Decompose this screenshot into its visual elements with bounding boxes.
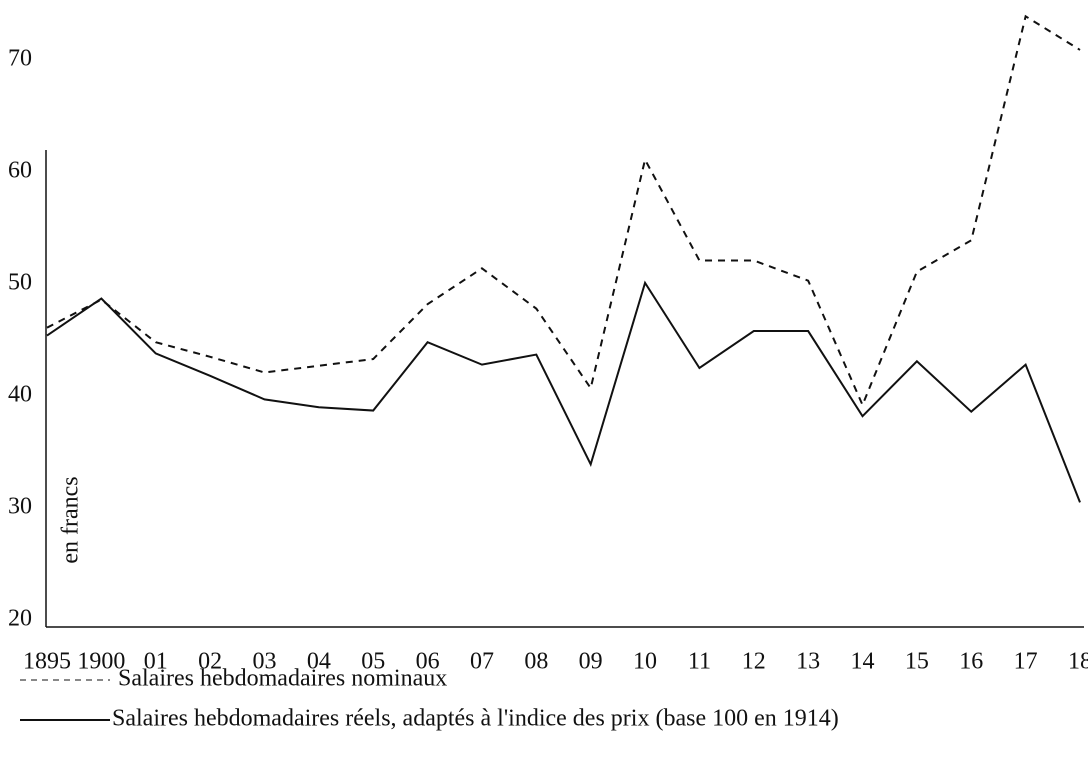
x-tick-label: 11 — [688, 649, 711, 675]
x-tick-label: 1895 — [23, 649, 71, 675]
x-tick-label: 04 — [307, 649, 331, 675]
x-tick-label: 13 — [796, 649, 820, 675]
y-axis-label: en francs — [58, 476, 84, 563]
x-tick-label: 14 — [851, 649, 875, 675]
x-tick-label: 15 — [905, 649, 929, 675]
y-tick-label: 50 — [8, 270, 32, 296]
x-tick-label: 18 — [1068, 649, 1088, 675]
y-tick-label: 20 — [8, 606, 32, 632]
x-tick-label: 12 — [742, 649, 766, 675]
line-series — [46, 280, 1081, 503]
x-tick-label: 02 — [198, 649, 222, 675]
x-tick-label: 08 — [524, 649, 548, 675]
x-tick-label: 01 — [144, 649, 168, 675]
y-tick-label: 70 — [8, 46, 32, 72]
x-tick-label: 07 — [470, 649, 494, 675]
x-tick-label: 10 — [633, 649, 657, 675]
x-tick-label: 17 — [1014, 649, 1038, 675]
x-tick-label: 09 — [579, 649, 603, 675]
x-tick-label: 1900 — [77, 649, 125, 675]
legend-label: Salaires hebdomadaires nominaux — [118, 666, 447, 692]
y-tick-label: 60 — [8, 158, 32, 184]
y-tick-label: 30 — [8, 494, 32, 520]
line-series — [46, 14, 1081, 408]
legend-label: Salaires hebdomadaires réels, adaptés à … — [112, 706, 839, 732]
x-tick-label: 16 — [959, 649, 983, 675]
x-tick-label: 05 — [361, 649, 385, 675]
y-tick-label: 40 — [8, 382, 32, 408]
x-tick-label: 06 — [416, 649, 440, 675]
x-tick-label: 03 — [252, 649, 276, 675]
